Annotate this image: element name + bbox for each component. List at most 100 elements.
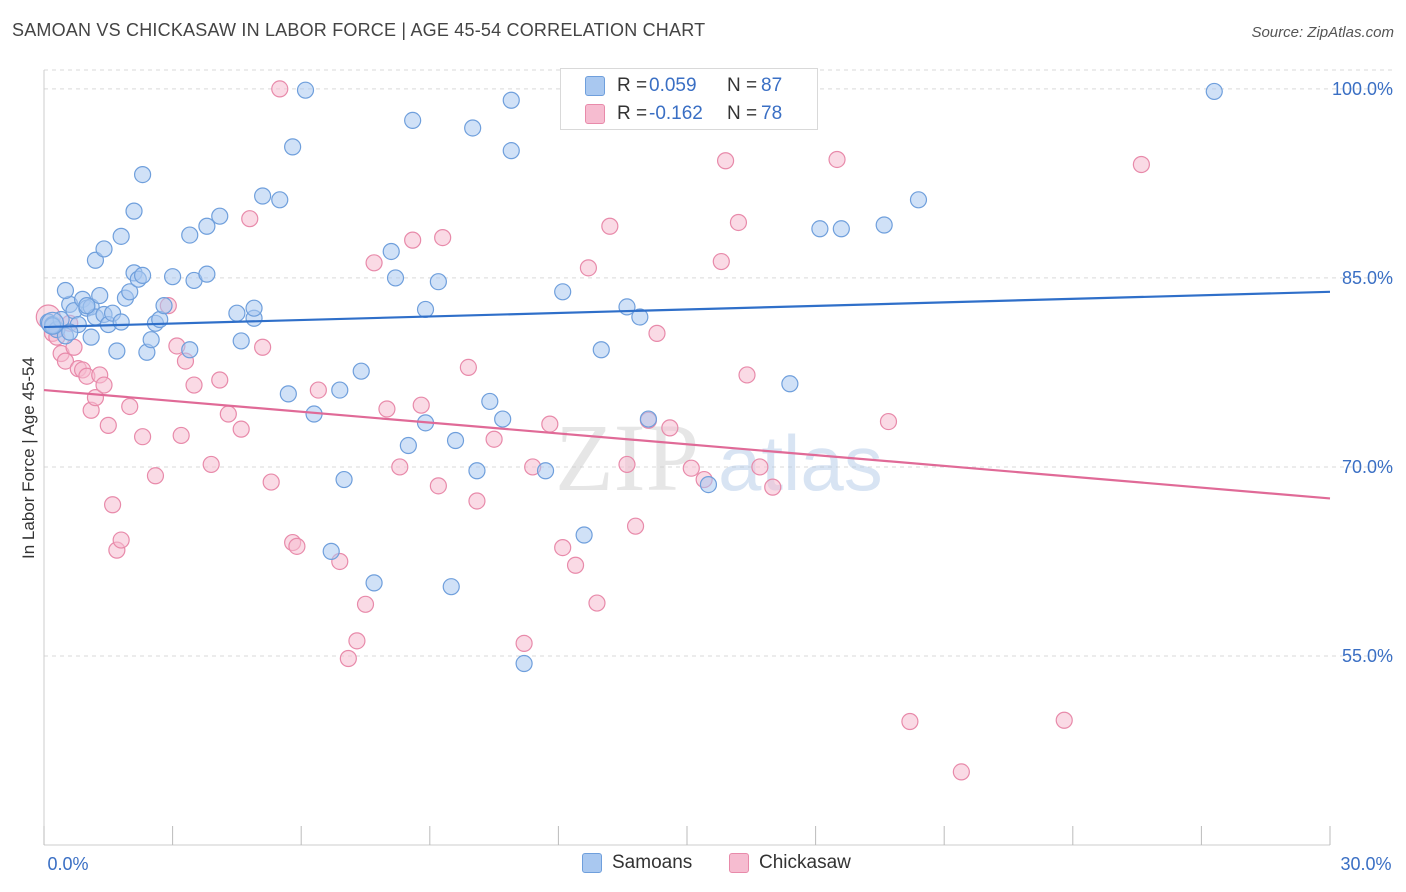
- samoan-point: [284, 138, 302, 156]
- samoan-point: [832, 220, 850, 238]
- samoan-point: [125, 202, 143, 220]
- watermark-atlas: atlas: [718, 419, 883, 507]
- chickasaw-point: [56, 352, 75, 370]
- chickasaw-point: [716, 152, 735, 170]
- chickasaw-point: [566, 556, 585, 574]
- chickasaw-point: [185, 376, 203, 394]
- axes: [43, 70, 1331, 846]
- samoan-point: [155, 297, 173, 315]
- chickasaw-point: [429, 477, 447, 495]
- chickasaw-point: [648, 324, 666, 342]
- samoan-point: [631, 308, 649, 326]
- y-tick-label: 85.0%: [1342, 268, 1393, 288]
- samoan-point: [271, 191, 289, 209]
- chickasaw-point: [661, 419, 679, 437]
- chickasaw-point: [219, 405, 237, 423]
- chickasaw-point: [901, 712, 919, 731]
- samoans-legend-swatch: [582, 853, 602, 873]
- chickasaw-point: [468, 492, 486, 510]
- samoan-point: [211, 207, 229, 225]
- samoan-point: [446, 431, 465, 450]
- samoan-point: [95, 240, 113, 258]
- legend-item-samoans: Samoans: [582, 852, 692, 874]
- samoan-point: [228, 304, 246, 322]
- samoan-point: [494, 410, 512, 428]
- n-label: N =: [727, 103, 758, 124]
- chickasaw-point: [738, 366, 756, 384]
- chickasaw-point: [485, 430, 503, 448]
- chickasaw-n-value: 78: [761, 103, 783, 124]
- samoan-point: [592, 341, 610, 359]
- samoan-cluster-point: [40, 311, 65, 335]
- samoan-point: [429, 273, 447, 291]
- chickasaw-point: [211, 371, 229, 389]
- y-axis-label: In Labor Force | Age 45-54: [19, 357, 38, 559]
- trend-lines: [43, 290, 1331, 500]
- samoan-point: [133, 165, 152, 184]
- chickasaw-point: [121, 397, 139, 416]
- samoan-point: [322, 542, 340, 560]
- samoan-point: [232, 332, 250, 350]
- chickasaw-legend-swatch: [729, 853, 749, 873]
- samoan-point: [61, 323, 79, 341]
- samoan-point: [279, 385, 297, 403]
- samoan-point: [108, 342, 126, 360]
- samoan-point: [575, 526, 593, 544]
- source-label: Source: ZipAtlas.com: [1251, 24, 1394, 41]
- samoan-point: [112, 313, 130, 331]
- chickasaw-point: [391, 458, 409, 476]
- y-tick-label: 100.0%: [1332, 79, 1393, 99]
- chickasaw-point: [764, 478, 782, 496]
- samoan-point: [386, 269, 405, 287]
- chickasaw-swatch: [585, 104, 605, 124]
- samoan-point: [245, 299, 263, 317]
- samoan-point: [502, 91, 520, 109]
- legend-row-samoans: R = 0.059 N = 87: [585, 73, 782, 99]
- samoan-point: [198, 265, 216, 283]
- chickasaw-point: [309, 381, 327, 399]
- chickasaw-point: [412, 396, 430, 414]
- samoans-legend-label: Samoans: [612, 852, 693, 873]
- chickasaw-point: [618, 455, 636, 474]
- samoan-point: [198, 217, 216, 235]
- chickasaw-point: [339, 649, 357, 668]
- samoan-point: [875, 216, 893, 234]
- chickasaw-point: [133, 428, 152, 446]
- chickasaw-point: [288, 537, 306, 555]
- samoans-swatch: [585, 76, 605, 96]
- samoan-point: [404, 111, 422, 130]
- legend-item-chickasaw: Chickasaw: [729, 852, 851, 874]
- samoan-point: [181, 341, 199, 359]
- samoan-point: [442, 578, 460, 596]
- chickasaw-point: [172, 426, 190, 445]
- chickasaw-point: [348, 632, 366, 650]
- samoan-point: [121, 283, 139, 301]
- samoan-point: [365, 574, 383, 592]
- samoans-trend-line: [43, 290, 1331, 329]
- chickasaw-point: [103, 496, 122, 514]
- samoan-point: [699, 475, 718, 494]
- samoan-point: [142, 331, 160, 349]
- chickasaw-point: [729, 213, 748, 232]
- chickasaw-r-value: -0.162: [649, 103, 703, 124]
- chickasaw-point: [828, 150, 846, 169]
- chickasaw-point: [601, 217, 619, 235]
- samoan-point: [181, 226, 199, 244]
- r-label: R =: [617, 75, 648, 96]
- samoan-point: [254, 187, 272, 205]
- chickasaw-point: [202, 455, 220, 474]
- samoan-point: [1205, 82, 1223, 101]
- chickasaw-point: [365, 254, 383, 272]
- chickasaw-point: [682, 459, 700, 477]
- samoan-point: [82, 328, 100, 346]
- samoan-point: [91, 286, 109, 305]
- y-tick-label: 55.0%: [1342, 646, 1393, 666]
- samoan-point: [464, 119, 482, 137]
- chickasaw-point: [554, 539, 572, 557]
- samoan-point: [331, 381, 349, 399]
- chickasaw-point: [879, 412, 898, 431]
- chickasaw-point: [146, 467, 165, 485]
- legend-row-chickasaw: R = -0.162 N = 78: [585, 101, 782, 127]
- samoan-point: [296, 81, 315, 99]
